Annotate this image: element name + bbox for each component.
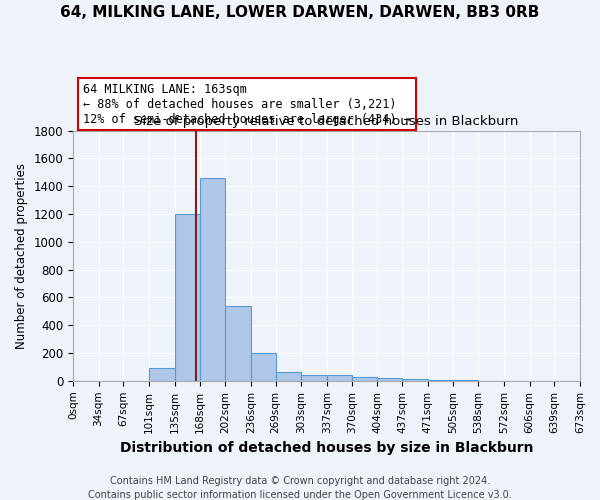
X-axis label: Distribution of detached houses by size in Blackburn: Distribution of detached houses by size … xyxy=(120,441,533,455)
Bar xyxy=(275,372,301,381)
Bar xyxy=(301,374,327,381)
Bar xyxy=(327,376,352,381)
Bar xyxy=(200,178,225,381)
Bar xyxy=(149,368,175,381)
Bar xyxy=(175,214,200,381)
Bar xyxy=(402,380,428,381)
Text: 64, MILKING LANE, LOWER DARWEN, DARWEN, BB3 0RB: 64, MILKING LANE, LOWER DARWEN, DARWEN, … xyxy=(61,5,539,20)
Bar xyxy=(428,380,454,381)
Text: 64 MILKING LANE: 163sqm
← 88% of detached houses are smaller (3,221)
12% of semi: 64 MILKING LANE: 163sqm ← 88% of detache… xyxy=(83,82,411,126)
Bar xyxy=(251,353,275,381)
Bar xyxy=(377,378,402,381)
Title: Size of property relative to detached houses in Blackburn: Size of property relative to detached ho… xyxy=(134,115,519,128)
Text: Contains HM Land Registry data © Crown copyright and database right 2024.
Contai: Contains HM Land Registry data © Crown c… xyxy=(88,476,512,500)
Bar xyxy=(352,378,377,381)
Bar xyxy=(225,306,251,381)
Y-axis label: Number of detached properties: Number of detached properties xyxy=(15,163,28,349)
